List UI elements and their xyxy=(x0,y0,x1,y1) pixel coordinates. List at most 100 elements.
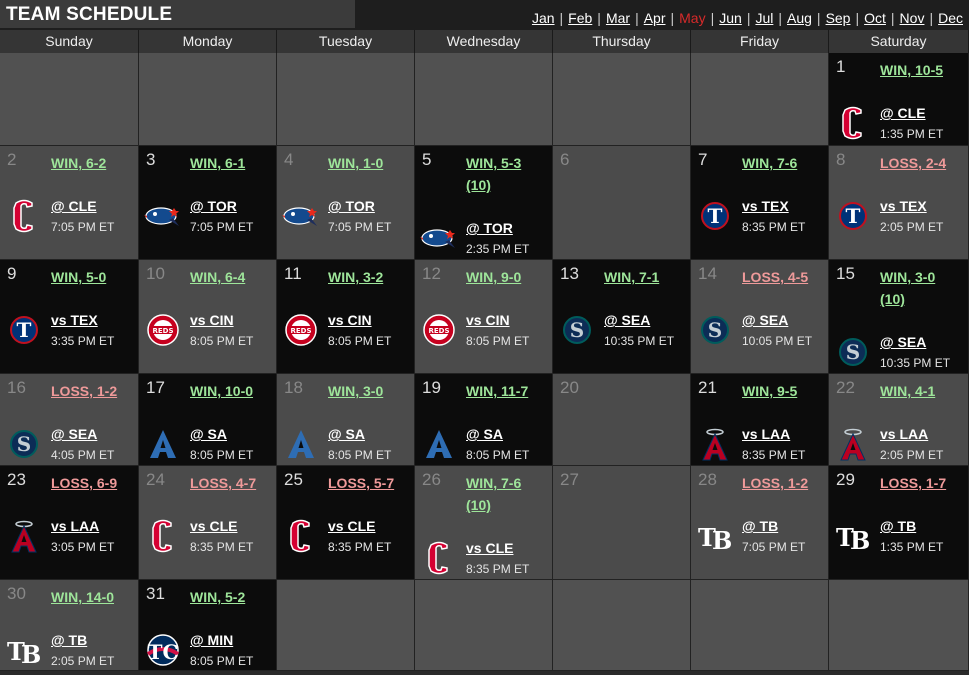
opponent-link[interactable]: vs CLE xyxy=(190,518,238,534)
opponent-link[interactable]: @ SEA xyxy=(742,312,789,328)
day-number: 17 xyxy=(146,378,165,397)
calendar-cell-empty xyxy=(553,53,691,146)
game-result-link[interactable]: WIN, 4-1 xyxy=(880,383,936,399)
month-link-aug[interactable]: Aug xyxy=(787,10,812,26)
svg-text:T: T xyxy=(7,637,25,666)
month-separator: | xyxy=(816,10,821,26)
month-link-jan[interactable]: Jan xyxy=(531,10,555,26)
opponent-link[interactable]: vs CLE xyxy=(328,518,376,534)
game-time: 2:05 PM ET xyxy=(880,448,944,462)
game-result-link[interactable]: WIN, 3-0 (10) xyxy=(880,269,936,307)
opponent-link[interactable]: vs CIN xyxy=(328,312,372,328)
calendar-day-game: 10 WIN, 6-4 vs CIN 8:05 PM ET REDS xyxy=(139,260,277,374)
month-link-may[interactable]: May xyxy=(679,10,706,26)
month-link-sep[interactable]: Sep xyxy=(825,10,851,26)
game-result-link[interactable]: WIN, 6-2 xyxy=(51,155,107,171)
blue-jays-icon xyxy=(419,218,459,258)
opponent-link[interactable]: vs CIN xyxy=(190,312,234,328)
day-number: 1 xyxy=(836,57,846,76)
opponent-link[interactable]: @ TB xyxy=(51,632,88,648)
svg-text:S: S xyxy=(570,318,584,342)
month-separator: | xyxy=(559,10,564,26)
month-link-jul[interactable]: Jul xyxy=(755,10,774,26)
game-result-link[interactable]: LOSS, 5-7 xyxy=(328,475,395,491)
opponent-link[interactable]: @ CLE xyxy=(51,198,97,214)
game-result-link[interactable]: LOSS, 4-5 xyxy=(742,269,809,285)
svg-text:S: S xyxy=(846,340,860,364)
game-time: 10:35 PM ET xyxy=(880,356,951,370)
month-link-apr[interactable]: Apr xyxy=(643,10,666,26)
opponent-link[interactable]: vs LAA xyxy=(880,426,929,442)
game-result-link[interactable]: LOSS, 1-2 xyxy=(742,475,809,491)
game-result-link[interactable]: WIN, 11-7 xyxy=(466,383,529,399)
opponent-link[interactable]: vs CLE xyxy=(466,540,514,556)
rangers-icon: T xyxy=(4,310,44,350)
opponent-link[interactable]: @ TOR xyxy=(328,198,375,214)
opponent-link[interactable]: @ SEA xyxy=(604,312,651,328)
calendar-day-game: 15 WIN, 3-0 (10) @ SEA 10:35 PM ET S xyxy=(829,260,969,374)
opponent-link[interactable]: vs LAA xyxy=(742,426,791,442)
month-link-nov[interactable]: Nov xyxy=(899,10,925,26)
game-result-link[interactable]: LOSS, 2-4 xyxy=(880,155,947,171)
angels-icon xyxy=(833,424,873,464)
weekday-friday: Friday xyxy=(691,30,829,53)
month-link-feb[interactable]: Feb xyxy=(568,10,593,26)
game-time: 8:05 PM ET xyxy=(466,448,530,462)
opponent-link[interactable]: vs LAA xyxy=(51,518,100,534)
game-result-link[interactable]: WIN, 6-4 xyxy=(190,269,246,285)
game-result-link[interactable]: WIN, 5-0 xyxy=(51,269,107,285)
game-result-link[interactable]: WIN, 7-6 xyxy=(742,155,798,171)
game-time: 4:05 PM ET xyxy=(51,448,115,462)
opponent-link[interactable]: vs TEX xyxy=(880,198,927,214)
game-result-link[interactable]: LOSS, 1-7 xyxy=(880,475,947,491)
game-time: 8:35 PM ET xyxy=(742,448,806,462)
game-result-link[interactable]: WIN, 14-0 xyxy=(51,589,115,605)
opponent-link[interactable]: @ TOR xyxy=(466,220,513,236)
game-result-link[interactable]: WIN, 6-1 xyxy=(190,155,246,171)
game-result-link[interactable]: WIN, 7-1 xyxy=(604,269,660,285)
calendar-day-game: 7 WIN, 7-6 vs TEX 8:35 PM ET T xyxy=(691,146,829,260)
game-result-link[interactable]: LOSS, 6-9 xyxy=(51,475,118,491)
game-result-link[interactable]: WIN, 5-2 xyxy=(190,589,246,605)
game-result-link[interactable]: WIN, 10-5 xyxy=(880,62,944,78)
opponent-link[interactable]: vs TEX xyxy=(742,198,789,214)
opponent-link[interactable]: @ CLE xyxy=(880,105,926,121)
month-separator: | xyxy=(746,10,751,26)
day-number: 26 xyxy=(422,470,441,489)
opponent-link[interactable]: vs TEX xyxy=(51,312,98,328)
opponent-link[interactable]: @ SA xyxy=(328,426,365,442)
opponent-link[interactable]: @ TB xyxy=(742,518,779,534)
opponent-link[interactable]: vs CIN xyxy=(466,312,510,328)
game-result-link[interactable]: WIN, 5-3 (10) xyxy=(466,155,522,193)
game-result-link[interactable]: WIN, 9-5 xyxy=(742,383,798,399)
opponent-link[interactable]: @ MIN xyxy=(190,632,234,648)
opponent-link[interactable]: @ TOR xyxy=(190,198,237,214)
game-result-link[interactable]: WIN, 10-0 xyxy=(190,383,254,399)
game-result-link[interactable]: LOSS, 1-2 xyxy=(51,383,118,399)
opponent-link[interactable]: @ SA xyxy=(466,426,503,442)
opponent-link[interactable]: @ TB xyxy=(880,518,917,534)
game-result-link[interactable]: WIN, 9-0 xyxy=(466,269,522,285)
day-number: 30 xyxy=(7,584,26,603)
game-result-link[interactable]: WIN, 7-6 (10) xyxy=(466,475,522,513)
calendar-cell-empty xyxy=(691,580,829,671)
day-number: 15 xyxy=(836,264,855,283)
calendar-cell-empty xyxy=(415,580,553,671)
game-result-link[interactable]: WIN, 1-0 xyxy=(328,155,384,171)
calendar-cell-empty xyxy=(691,53,829,146)
opponent-link[interactable]: @ SEA xyxy=(51,426,98,442)
month-link-dec[interactable]: Dec xyxy=(938,10,963,26)
reds-icon: REDS xyxy=(281,310,321,350)
game-result-link[interactable]: WIN, 3-2 xyxy=(328,269,384,285)
game-result-link[interactable]: LOSS, 4-7 xyxy=(190,475,257,491)
game-result-link[interactable]: WIN, 3-0 xyxy=(328,383,384,399)
month-link-jun[interactable]: Jun xyxy=(719,10,742,26)
month-link-mar[interactable]: Mar xyxy=(605,10,631,26)
month-separator: | xyxy=(635,10,639,26)
day-number: 2 xyxy=(7,150,17,169)
opponent-link[interactable]: @ SA xyxy=(190,426,227,442)
opponent-link[interactable]: @ SEA xyxy=(880,334,927,350)
month-link-oct[interactable]: Oct xyxy=(864,10,886,26)
day-number: 21 xyxy=(698,378,717,397)
